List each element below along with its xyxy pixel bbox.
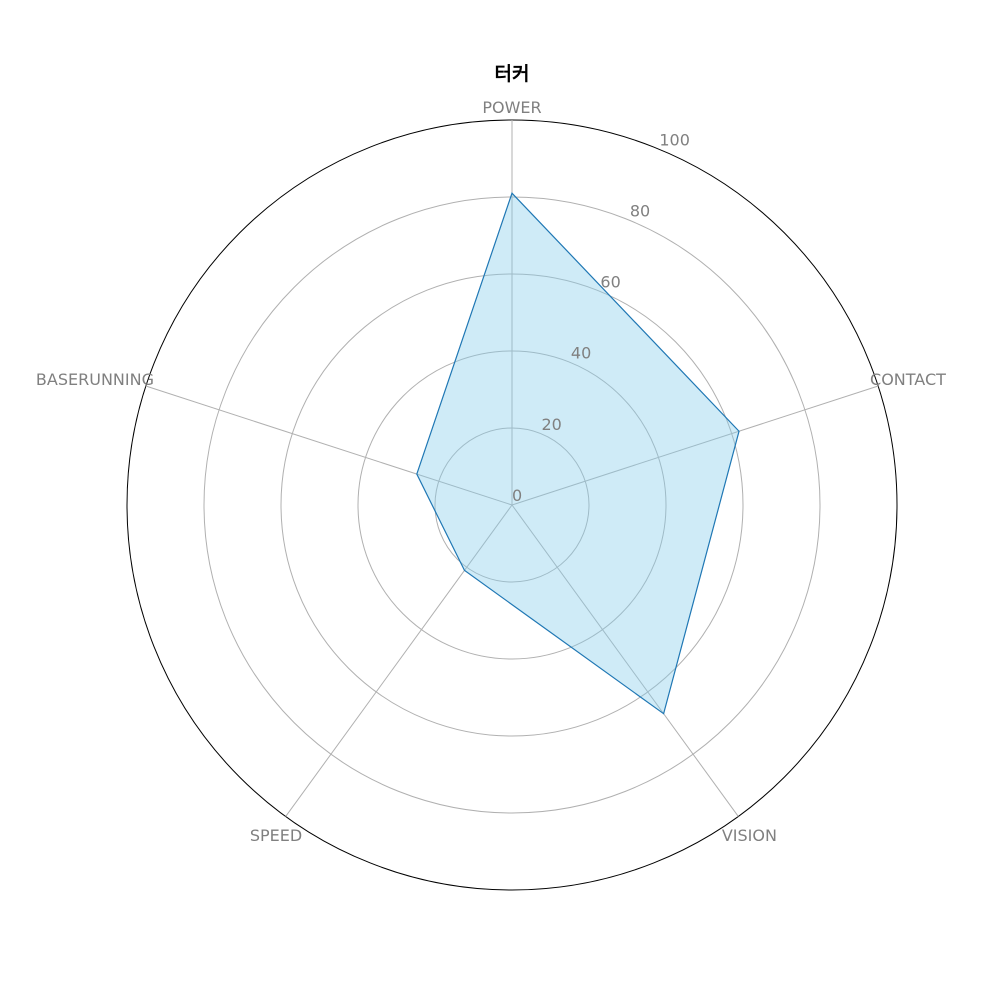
radial-tick-label: 40: [571, 344, 591, 363]
radial-tick-label: 80: [630, 201, 650, 220]
radial-tick-layer: 0 20 40 60 80 100: [512, 130, 690, 505]
axis-label-power: POWER: [482, 98, 541, 117]
axis-label-contact: CONTACT: [870, 370, 946, 389]
spoke-vision: [511, 504, 739, 817]
radial-tick-label: 60: [600, 273, 620, 292]
series-polygon: [416, 192, 740, 715]
axis-label-vision: VISION: [722, 826, 777, 845]
grid-layer: [126, 119, 898, 891]
chart-title: 터커: [495, 63, 530, 85]
radial-tick-label: 100: [659, 130, 690, 149]
radial-tick-label: 0: [512, 486, 522, 505]
spoke-contact: [511, 385, 879, 506]
axis-label-speed: SPEED: [250, 826, 302, 845]
axis-label-layer: POWER CONTACT VISION SPEED BASERUNNING: [36, 98, 946, 845]
spoke-baserunning: [145, 385, 513, 506]
radial-tick-label: 20: [541, 415, 561, 434]
series-layer: [416, 192, 740, 715]
axis-label-baserunning: BASERUNNING: [36, 370, 154, 389]
spoke-speed: [285, 504, 513, 817]
